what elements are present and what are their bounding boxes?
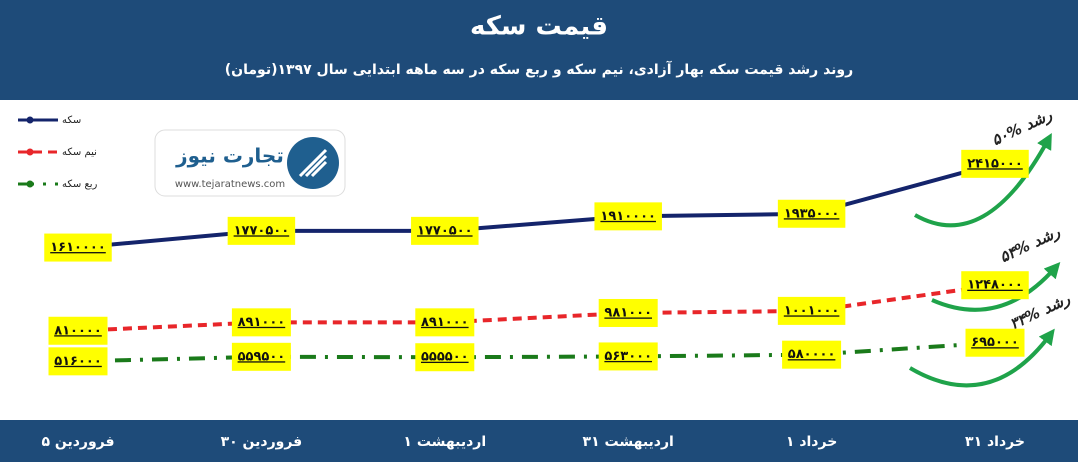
x-tick-label: ۳۰ فروردین (221, 434, 303, 450)
x-tick-label: ۳۱ خرداد (965, 434, 1025, 450)
chart-subtitle: روند رشد قیمت سکه بهار آزادی، نیم سکه و … (225, 60, 853, 78)
value-label-box (598, 298, 658, 327)
value-label: ۵۸۰۰۰۰ (788, 347, 836, 362)
growth-arrows (908, 132, 1061, 388)
value-label-box (415, 308, 475, 337)
value-label-box (415, 343, 475, 372)
value-label-box (777, 296, 846, 325)
value-label: ۵۱۶۰۰۰ (54, 354, 102, 369)
value-label: ۱۹۱۰۰۰۰ (600, 209, 656, 224)
x-tick-label: ۱ خرداد (786, 434, 837, 450)
value-label-box (598, 342, 658, 371)
value-label: ۸۹۱۰۰۰ (421, 315, 469, 330)
growth-annotation: ۵۴% رشد (997, 223, 1063, 267)
value-label-box (961, 271, 1029, 300)
value-label: ۱۹۳۵۰۰۰ (784, 206, 840, 221)
value-label: ۱۷۷۰۵۰۰ (234, 223, 290, 238)
value-label: ۱۲۴۸۰۰۰ (967, 278, 1023, 293)
value-label: ۱۶۱۰۰۰۰ (50, 240, 106, 255)
header-band (0, 0, 1078, 100)
logo-name: تجارت نیوز (175, 144, 284, 168)
value-label: ۶۹۵۰۰۰ (971, 335, 1019, 350)
value-label-box (48, 347, 108, 376)
x-tick-label: ۱ اردیبهشت (403, 434, 486, 450)
chart-title: قیمت سکه (470, 12, 608, 42)
logo-icon-lines (298, 148, 328, 178)
value-label-box (231, 308, 291, 337)
footer-band (0, 420, 1078, 462)
logo-url: www.tejaratnews.com (175, 179, 285, 190)
value-label-box (44, 233, 112, 262)
value-label: ۵۵۵۵۰۰ (421, 350, 469, 365)
series-line (77, 283, 996, 333)
series-line (77, 340, 996, 364)
growth-arrow (931, 262, 1061, 312)
x-tick-label: ۵ فروردین (41, 434, 114, 450)
value-label-box (961, 149, 1029, 178)
value-label-box (411, 216, 479, 245)
value-label-box (231, 342, 291, 371)
value-label-box (48, 316, 108, 345)
value-label: ۲۴۱۵۰۰۰ (967, 156, 1023, 171)
legend-marker (26, 180, 34, 188)
value-label: ۵۵۹۵۰۰ (238, 349, 286, 364)
value-label-box (227, 216, 296, 245)
value-label: ۹۸۱۰۰۰ (604, 305, 652, 320)
value-label: ۸۹۱۰۰۰ (238, 315, 286, 330)
growth-arrow (908, 328, 1055, 388)
value-label: ۵۶۳۰۰۰ (604, 349, 652, 364)
value-label-box (777, 199, 846, 228)
value-label: ۸۱۰۰۰۰ (54, 323, 102, 338)
value-label-box (782, 340, 842, 369)
value-label: ۱۷۷۰۵۰۰ (417, 223, 473, 238)
value-label-box (594, 202, 662, 231)
legend-marker (26, 116, 34, 124)
logo: تجارت نیوز www.tejaratnews.com (154, 129, 346, 197)
growth-arrow (914, 132, 1052, 228)
x-tick-label: ۳۱ اردیبهشت (583, 434, 674, 450)
legend-label: سکه (62, 115, 81, 126)
legend-label: نیم سکه (62, 147, 97, 158)
value-label-box (965, 328, 1025, 357)
value-label: ۱۰۰۱۰۰۰ (784, 303, 840, 318)
legend-marker (26, 148, 34, 156)
legend-label: ربع سکه (62, 179, 98, 190)
